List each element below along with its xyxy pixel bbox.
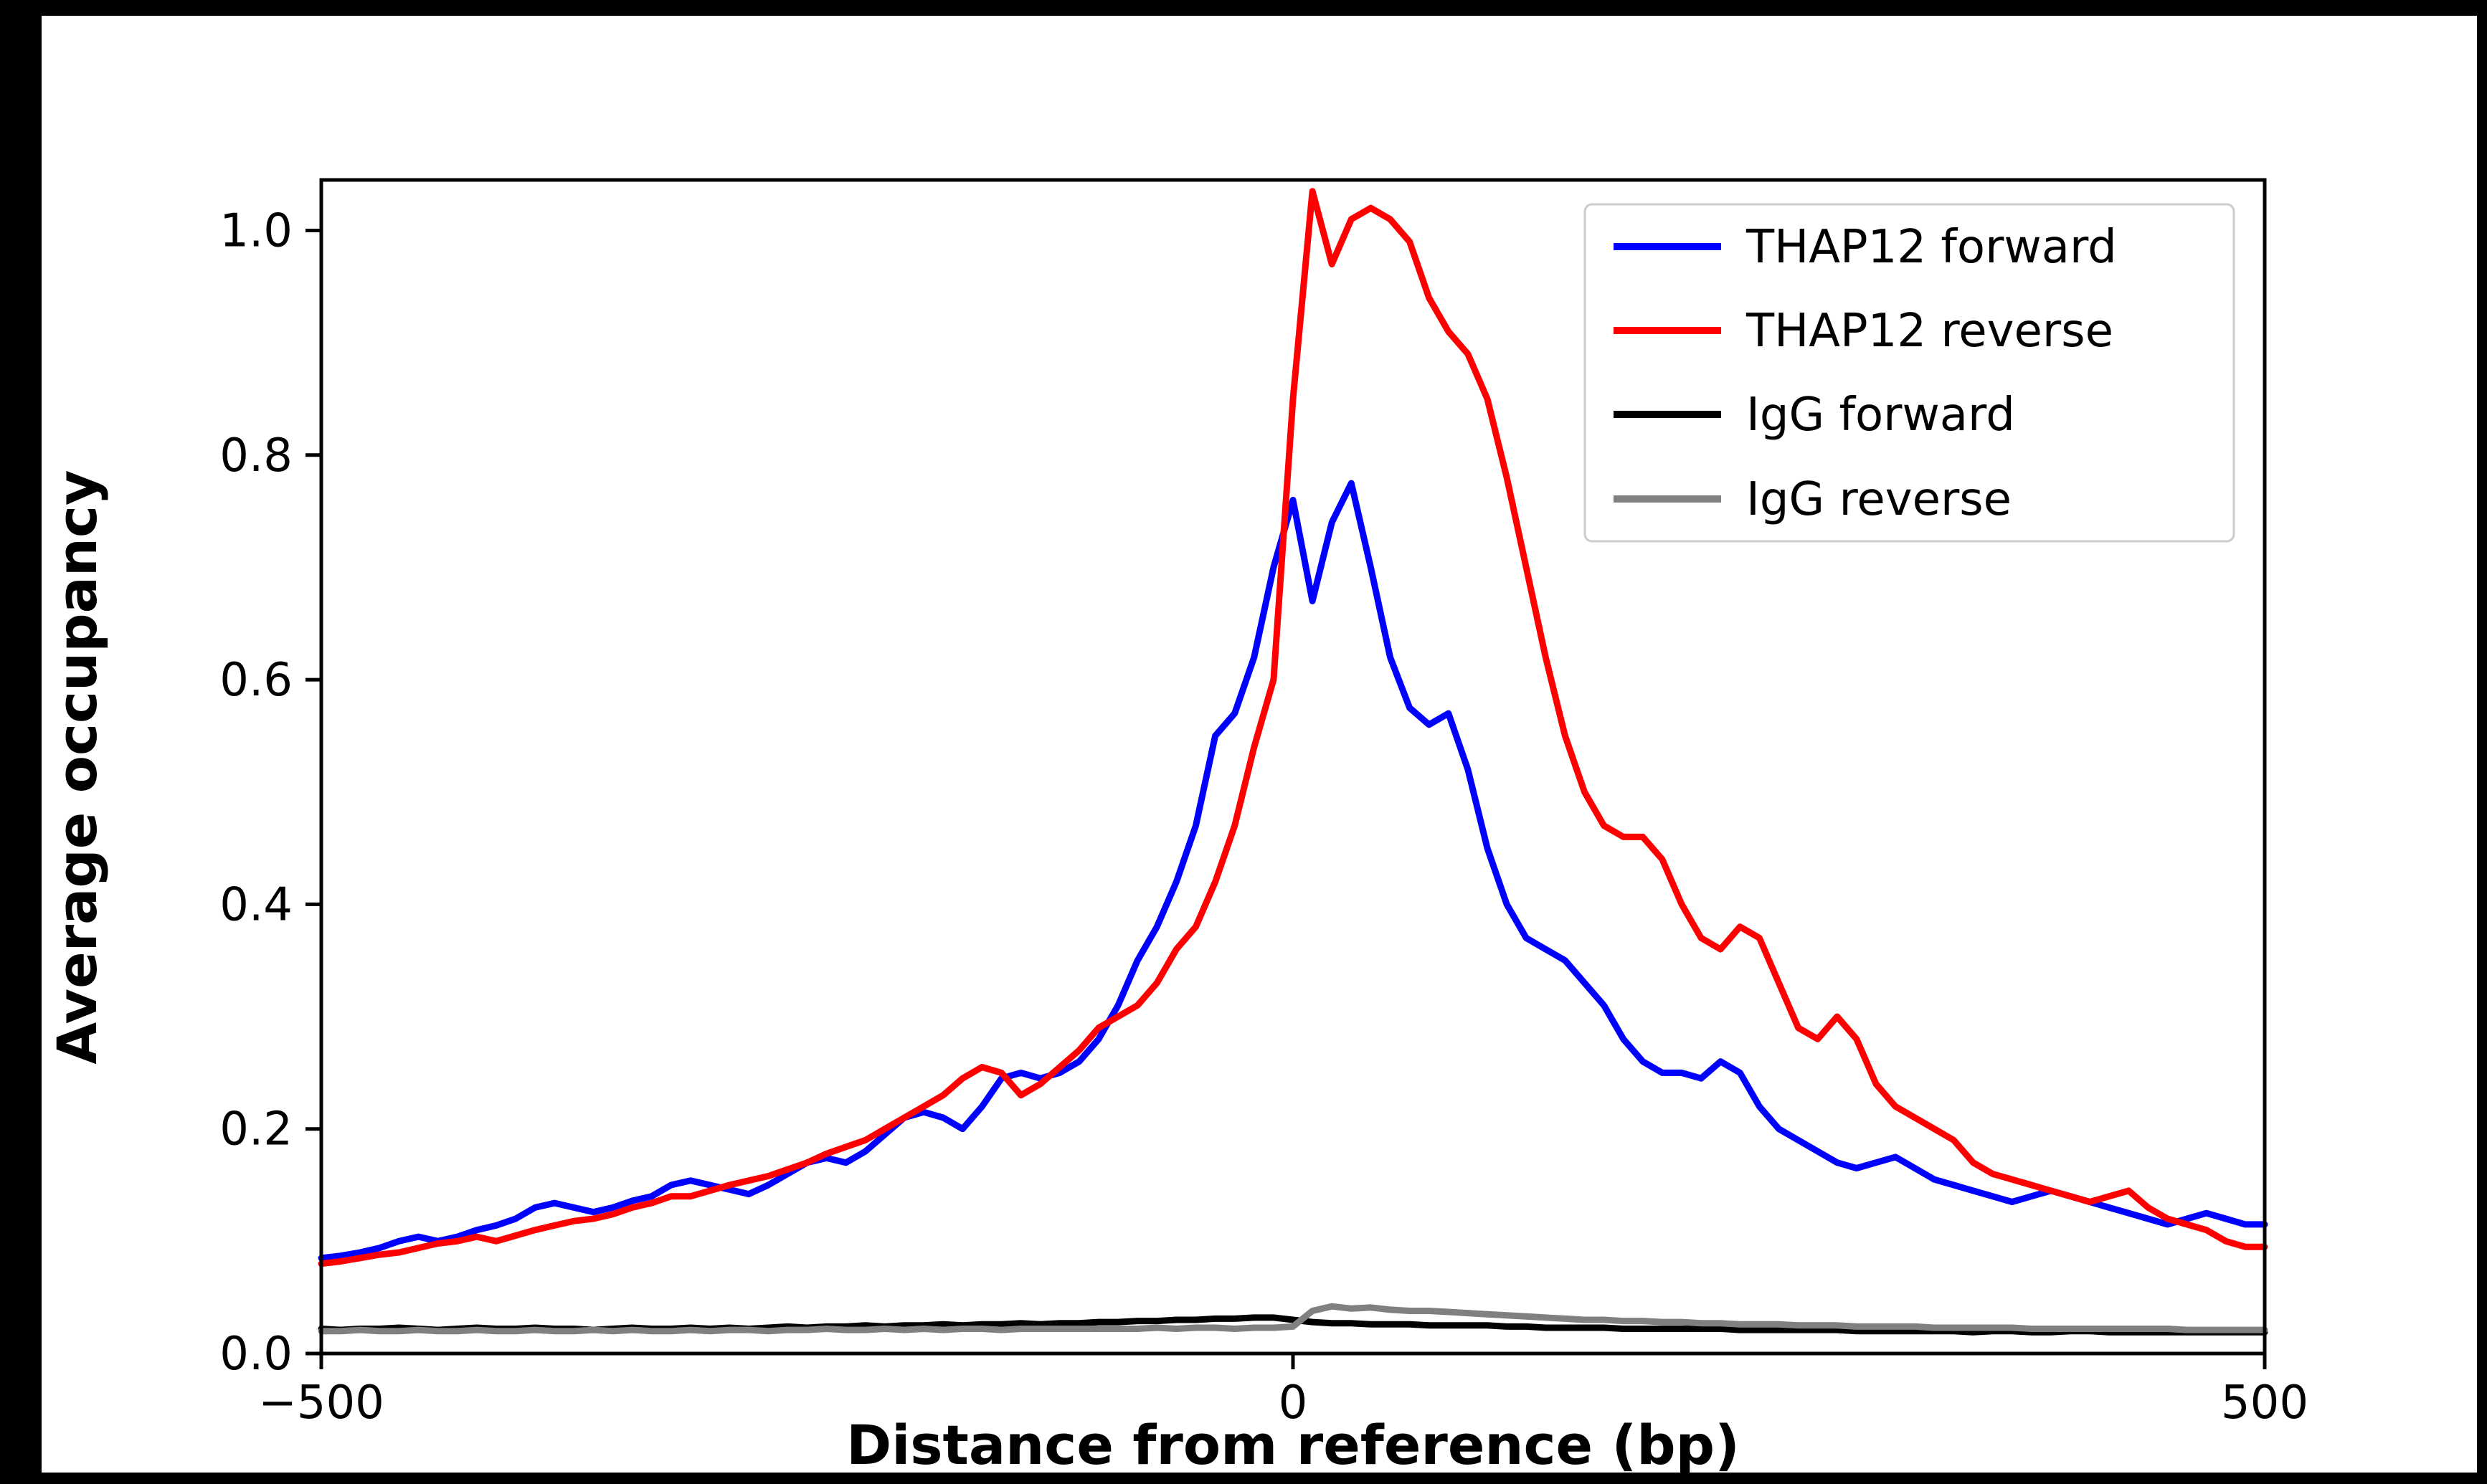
x-axis-ticks: −500 0 500 [258, 1354, 2308, 1430]
y-tick-label: 1.0 [219, 204, 293, 257]
series-line-igg-reverse [318, 1303, 2268, 1335]
y-tick-label: 0.4 [219, 878, 293, 931]
legend-box [1583, 203, 2235, 543]
y-axis-ticks: 0.0 0.2 0.4 0.6 0.8 1.0 [219, 204, 321, 1381]
x-tick-label: 0 [1279, 1376, 1308, 1430]
legend: THAP12 forward THAP12 reverse IgG forwar… [1583, 203, 2235, 543]
legend-item: THAP12 forward [1614, 221, 2117, 274]
x-tick-label: 500 [2221, 1376, 2308, 1430]
legend-label: THAP12 forward [1745, 221, 2117, 274]
y-tick-label: 0.2 [219, 1103, 293, 1156]
x-axis-label: Distance from reference (bp) [846, 1413, 1740, 1477]
series-line-thap12-forward [318, 480, 2268, 1262]
legend-item: THAP12 reverse [1614, 305, 2113, 358]
legend-label: THAP12 reverse [1745, 305, 2113, 358]
x-tick-label: −500 [258, 1376, 384, 1430]
series-line-thap12-reverse [318, 188, 2268, 1267]
series-layer [318, 188, 2268, 1336]
y-axis-label: Average occupancy [45, 470, 109, 1064]
y-tick-label: 0.8 [219, 429, 293, 482]
legend-item: IgG forward [1614, 389, 2015, 442]
legend-item: IgG reverse [1614, 473, 2012, 526]
legend-label: IgG forward [1746, 389, 2015, 442]
y-tick-label: 0.6 [219, 654, 293, 707]
legend-label: IgG reverse [1746, 473, 2012, 526]
y-tick-label: 0.0 [219, 1328, 293, 1381]
